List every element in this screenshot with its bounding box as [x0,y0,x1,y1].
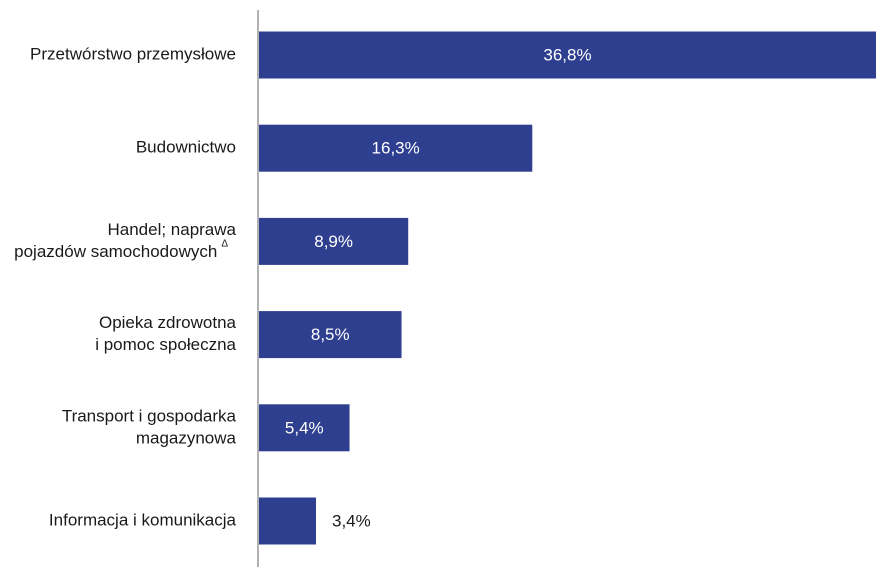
category-label-line: Transport i gospodarka [62,406,237,425]
bar [259,404,350,452]
category-label: Przetwórstwo przemysłowe [30,44,236,63]
category-label: Handel; naprawa pojazdów samochodowych Δ [14,220,236,261]
category-label: Budownictwo [136,138,236,157]
category-label-line: magazynowa [136,428,237,447]
value-label: 5,4% [285,418,324,437]
category-label: Transport i gospodarka magazynowa [62,406,237,447]
category-label: Informacja i komunikacja [49,510,237,529]
category-label-line: Budownictwo [136,138,236,157]
value-label: 16,3% [372,139,420,158]
category-label-line: Informacja i komunikacja [49,510,237,529]
value-label: 8,9% [314,232,353,251]
category-label-line: pojazdów samochodowych [14,242,217,261]
value-label: 8,5% [311,325,350,344]
value-label: 3,4% [332,511,371,530]
category-labels-group: Przetwórstwo przemysłowe Budownictwo Hande… [14,44,236,529]
category-label-line: Opieka zdrowotna [99,313,237,332]
category-label: Opieka zdrowotna i pomoc społeczna [95,313,236,354]
category-label-line: Przetwórstwo przemysłowe [30,44,236,63]
bars-group [259,31,876,545]
bar [259,217,409,265]
value-labels-group: 36,8% 16,3% 8,9% 8,5% 5,4% 3,4% [285,45,592,530]
bar [259,497,317,545]
bar [259,124,533,172]
category-label-line: i pomoc społeczna [95,335,236,354]
value-label: 36,8% [543,45,591,64]
bar [259,31,876,79]
category-label-line: Handel; naprawa [107,220,236,239]
bar [259,311,402,359]
category-label-superscript: Δ [221,238,228,249]
